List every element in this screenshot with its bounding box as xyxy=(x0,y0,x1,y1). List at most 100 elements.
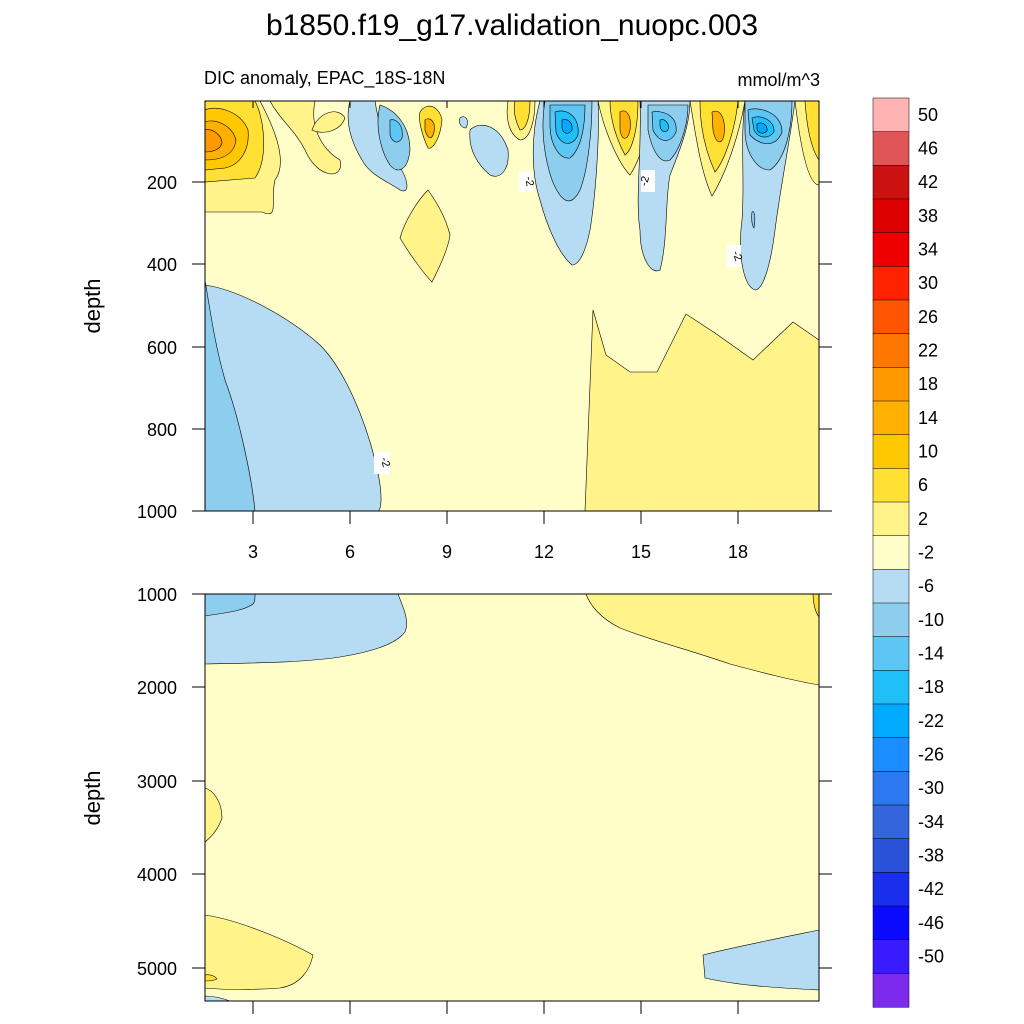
lower-negative-region xyxy=(204,593,256,617)
colorbar-label: -10 xyxy=(918,610,944,630)
lower-positive-region xyxy=(204,787,223,843)
colorbar-swatch xyxy=(872,670,910,705)
colorbar-swatch xyxy=(872,872,910,907)
upper-ylabel: depth xyxy=(80,278,105,333)
colorbar-label: -18 xyxy=(918,677,944,697)
upper-positive-core xyxy=(513,100,531,131)
colorbar-label: 6 xyxy=(918,475,928,495)
colorbar-swatch xyxy=(872,939,910,974)
colorbar-swatch xyxy=(872,367,910,402)
colorbar-label: -30 xyxy=(918,778,944,798)
contour-label-box xyxy=(727,245,741,267)
xtick-label: 6 xyxy=(345,542,355,562)
colorbar-label: -14 xyxy=(918,644,944,664)
colorbar-swatch xyxy=(872,434,910,469)
lower-positive-region xyxy=(204,914,314,990)
upper-negative-region xyxy=(204,284,382,512)
colorbar-swatch xyxy=(872,333,910,368)
upper-xaxis-ticks xyxy=(252,101,739,524)
colorbar-swatch xyxy=(872,636,910,671)
colorbar-swatch xyxy=(872,737,910,772)
colorbar-swatch xyxy=(872,501,910,537)
colorbar-label: -2 xyxy=(918,543,934,563)
ytick-label: 5000 xyxy=(137,959,177,979)
contour-label-group: -2 -2 -2 -2 xyxy=(374,170,744,474)
xtick-label: 12 xyxy=(534,542,554,562)
colorbar-swatch xyxy=(872,266,910,301)
colorbar-label: 46 xyxy=(918,139,938,159)
lower-ylabel: depth xyxy=(80,770,105,825)
ytick-label: 200 xyxy=(147,173,177,193)
upper-negative-core xyxy=(561,119,573,134)
colorbar-label: -22 xyxy=(918,711,944,731)
colorbar-label: -50 xyxy=(918,947,944,967)
colorbar-label: -46 xyxy=(918,913,944,933)
contour-label: -2 xyxy=(638,175,652,188)
colorbar-label: 34 xyxy=(918,240,938,260)
xtick-label: 9 xyxy=(442,542,452,562)
contour-label: -2 xyxy=(730,249,745,262)
ytick-label: 600 xyxy=(147,338,177,358)
colorbar-label: 14 xyxy=(918,408,938,428)
upper-negative-core xyxy=(659,119,669,132)
upper-positive-core xyxy=(204,129,223,153)
colorbar-label: 22 xyxy=(918,341,938,361)
lower-positive-core xyxy=(204,974,218,982)
lower-background-field xyxy=(205,594,819,1001)
contour-label-box xyxy=(641,170,655,192)
upper-negative-core xyxy=(756,122,768,134)
colorbar-label: 10 xyxy=(918,442,938,462)
upper-negative-core xyxy=(751,211,756,229)
colorbar-swatch xyxy=(872,602,910,638)
upper-positive-region xyxy=(311,111,346,133)
colorbar-swatch xyxy=(872,232,910,267)
colorbar-swatch xyxy=(872,771,910,806)
colorbar-label: 26 xyxy=(918,307,938,327)
colorbar-label: 2 xyxy=(918,509,928,529)
ytick-label: 4000 xyxy=(137,865,177,885)
lower-plot-frame xyxy=(204,593,820,1002)
colorbar-swatch xyxy=(872,299,910,335)
colorbar-label: -26 xyxy=(918,745,944,765)
colorbar-label: -38 xyxy=(918,846,944,866)
colorbar-swatch xyxy=(872,97,910,133)
panel-subtitle: DIC anomaly, EPAC_18S-18N xyxy=(204,68,445,89)
upper-negative-core xyxy=(389,119,403,143)
upper-plot-frame xyxy=(204,100,820,512)
ytick-label: 800 xyxy=(147,420,177,440)
upper-positive-core xyxy=(711,110,725,143)
upper-negative-region xyxy=(459,116,468,129)
upper-positive-core xyxy=(424,118,435,139)
lower-positive-region xyxy=(585,593,820,686)
ytick-label: 1000 xyxy=(137,585,177,605)
upper-positive-region xyxy=(399,189,451,283)
colorbar-label: -34 xyxy=(918,812,944,832)
ytick-label: 1000 xyxy=(137,502,177,522)
colorbar-swatch xyxy=(872,569,910,604)
contour-label-box xyxy=(374,452,390,474)
colorbar-swatch xyxy=(872,905,910,941)
upper-negative-region xyxy=(204,279,256,512)
lower-panel: 1000 2000 3000 4000 5000 depth xyxy=(80,585,832,1014)
colorbar-label: 42 xyxy=(918,172,938,192)
lower-negative-region xyxy=(204,593,407,665)
contour-label-box xyxy=(519,172,533,192)
upper-negative-region xyxy=(469,125,509,177)
contour-label: -2 xyxy=(522,176,536,188)
xtick-label: 15 xyxy=(631,542,651,562)
lower-xaxis-ticks xyxy=(252,1001,739,1014)
colorbar-swatch xyxy=(872,400,910,436)
figure-title: b1850.f19_g17.validation_nuopc.003 xyxy=(266,9,758,42)
colorbar-label: 50 xyxy=(918,105,938,125)
ytick-label: 2000 xyxy=(137,678,177,698)
contour-label: -2 xyxy=(378,456,392,469)
colorbar-swatch xyxy=(872,838,910,873)
upper-panel: -2 -2 -2 -2 200 400 600 800 1000 depth xyxy=(80,100,832,562)
colorbar-label: 38 xyxy=(918,206,938,226)
xtick-label: 3 xyxy=(248,542,258,562)
colorbar-swatch xyxy=(872,468,910,503)
colorbar-label: -6 xyxy=(918,576,934,596)
ytick-label: 3000 xyxy=(137,772,177,792)
colorbar-swatch xyxy=(872,165,910,200)
